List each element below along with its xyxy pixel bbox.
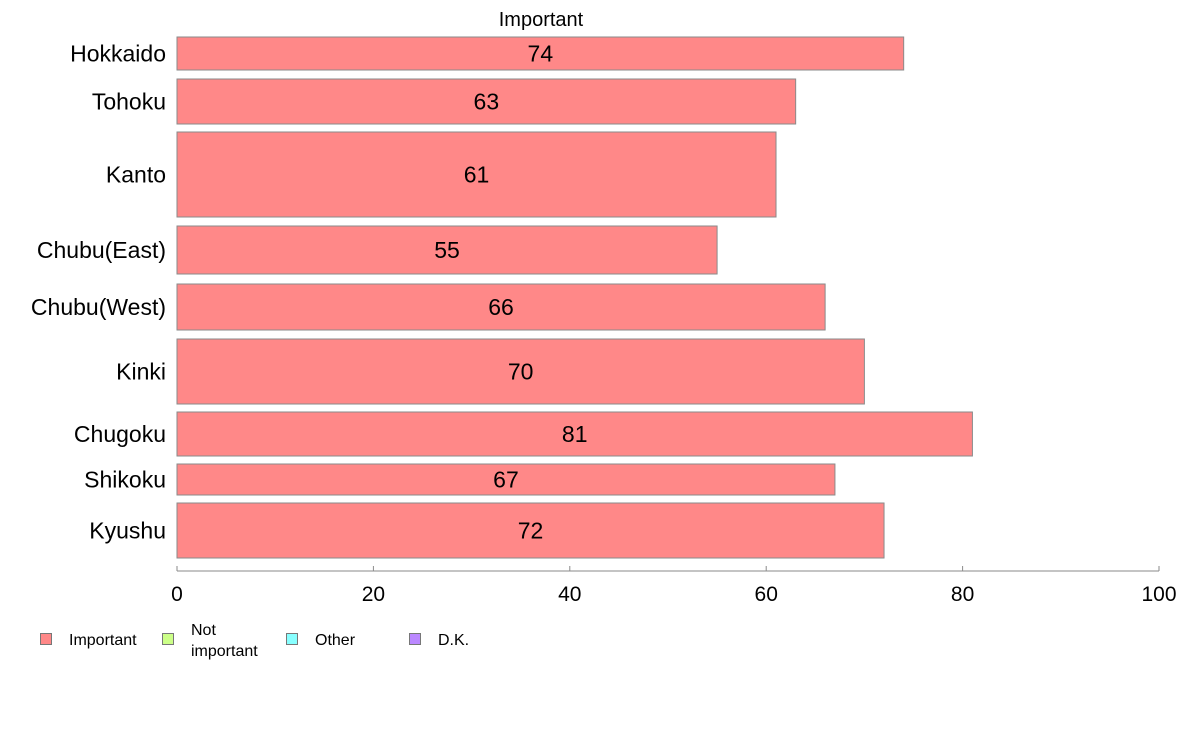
purple-swatch-icon	[409, 633, 421, 645]
chart-title: Important	[499, 9, 584, 31]
x-tick-label: 80	[951, 583, 974, 606]
category-label: Shikoku	[84, 467, 166, 493]
legend-label: Not important	[191, 622, 258, 660]
x-tick-label: 0	[171, 583, 183, 606]
bar-tohoku	[176, 78, 797, 125]
bar-shikoku	[176, 463, 836, 496]
bar-value-label: 81	[562, 421, 588, 447]
category-label: Chubu(West)	[31, 294, 166, 320]
bar-value-label: 61	[464, 162, 490, 188]
legend: Important Not important Other D.K.	[40, 620, 600, 664]
legend-label: Important	[69, 632, 137, 649]
green-swatch-icon	[162, 633, 174, 645]
category-label: Kinki	[116, 359, 166, 385]
bar-value-label: 66	[488, 294, 514, 320]
bar-chubu-east	[176, 225, 718, 275]
x-tick-label: 40	[558, 583, 581, 606]
legend-label: D.K.	[438, 632, 470, 649]
bar-kyushu	[176, 502, 885, 559]
bar-value-label: 67	[493, 467, 519, 493]
bar-kinki	[176, 338, 865, 405]
x-tick-label: 100	[1141, 583, 1176, 606]
cyan-swatch-icon	[286, 633, 298, 645]
category-label: Tohoku	[92, 89, 166, 115]
bar-value-label: 72	[518, 518, 544, 544]
category-label: Chugoku	[74, 421, 166, 447]
bar-value-label: 63	[474, 89, 500, 115]
x-tick-label: 20	[362, 583, 385, 606]
bar-chubu-west	[176, 283, 826, 331]
bar-value-label: 55	[434, 237, 460, 263]
category-label: Hokkaido	[70, 41, 166, 67]
x-tick-label: 60	[755, 583, 778, 606]
bar-hokkaido	[176, 36, 905, 71]
red-swatch-icon	[40, 633, 52, 645]
bar-value-label: 70	[508, 359, 534, 385]
category-label: Chubu(East)	[37, 237, 166, 263]
bar-value-label: 74	[528, 41, 554, 67]
bar-chugoku	[176, 411, 973, 457]
bar-kanto	[176, 131, 777, 218]
category-label: Kanto	[106, 162, 166, 188]
bar-chart: Important 74 Hokkaido 63 Tohoku 61 Kanto 55 Chu…	[31, 9, 1177, 606]
category-label: Kyushu	[89, 518, 166, 544]
legend-label: Other	[315, 632, 356, 649]
